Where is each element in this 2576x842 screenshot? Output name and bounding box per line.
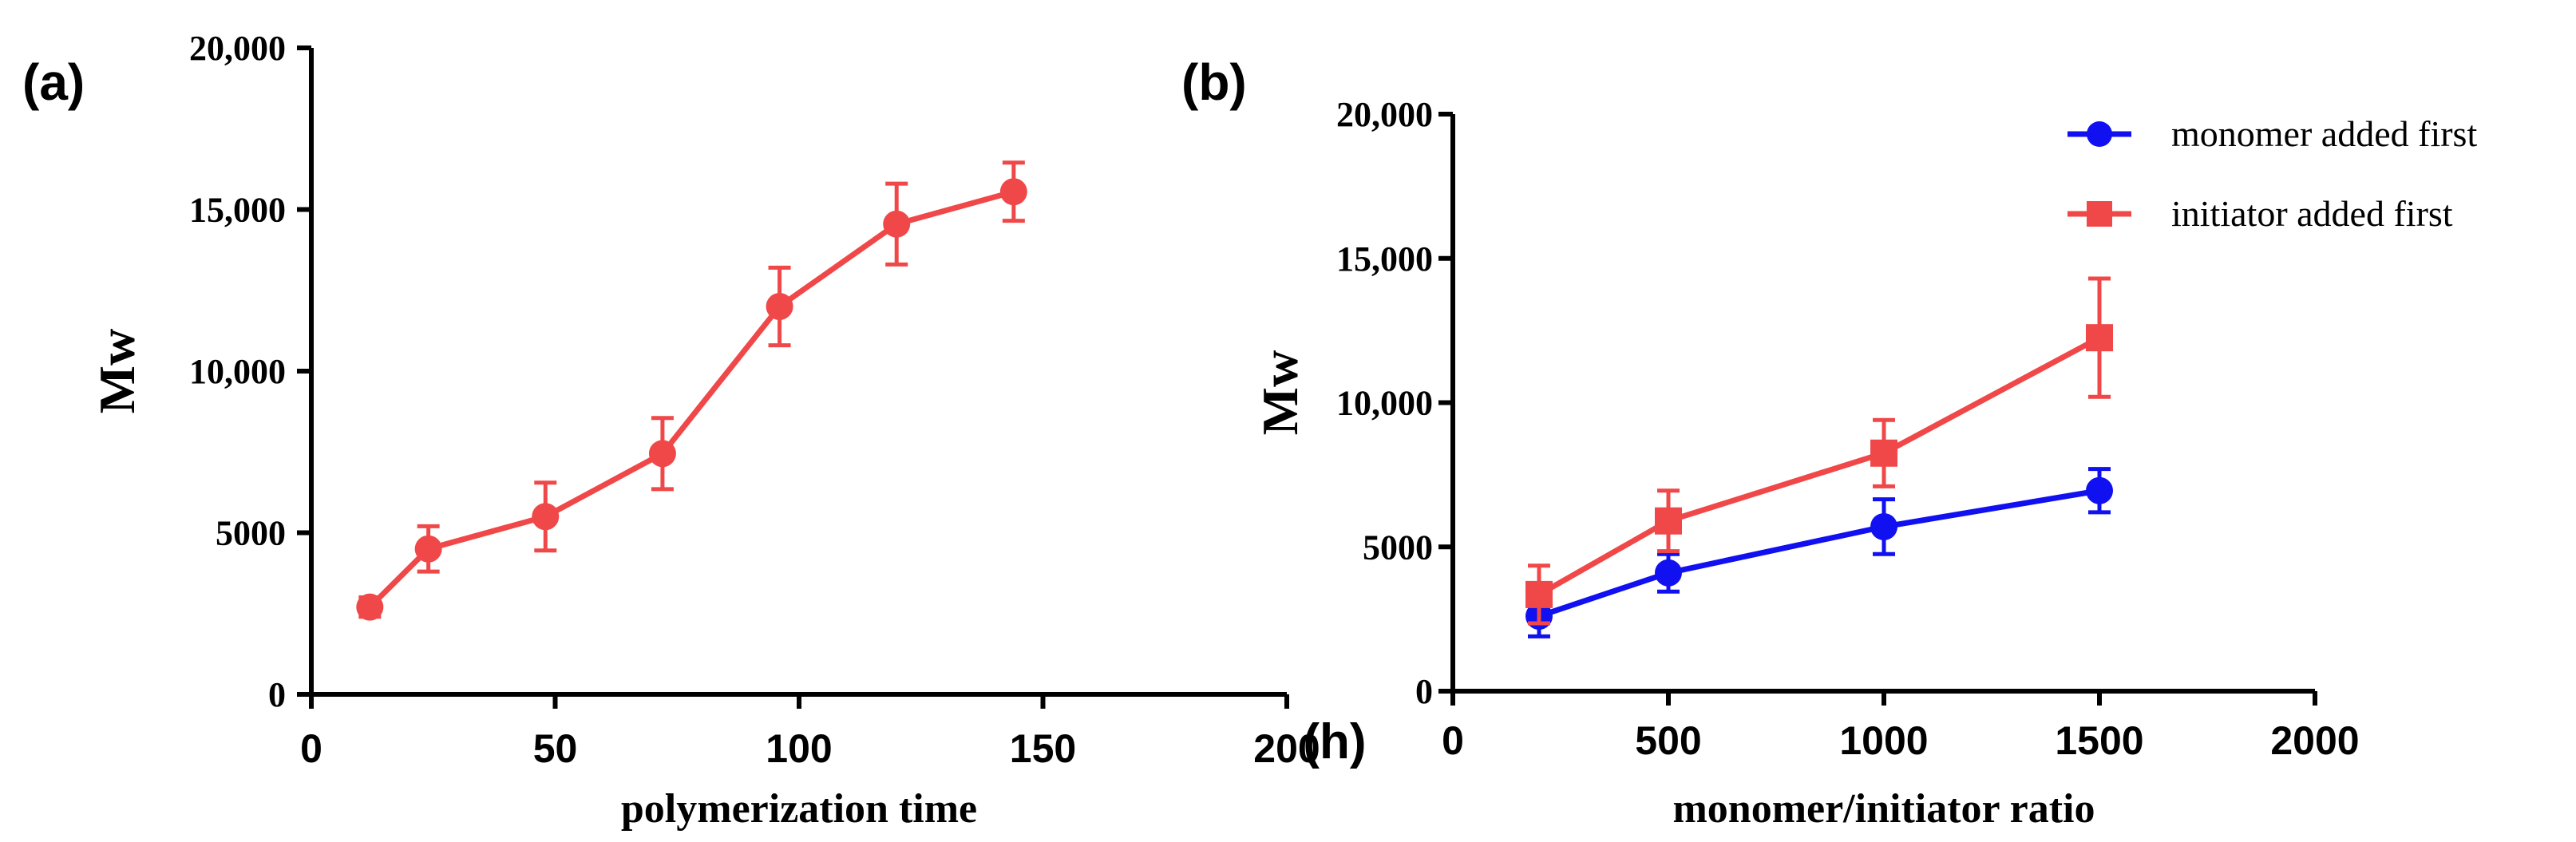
data-point xyxy=(1870,439,1897,467)
data-point xyxy=(1525,580,1553,608)
x-tick-label: 0 xyxy=(300,726,322,771)
data-point xyxy=(1655,559,1682,587)
panel-label: (a) xyxy=(22,53,85,111)
series-line xyxy=(367,188,1015,610)
series-line xyxy=(1537,335,2101,597)
y-tick-label: 10,000 xyxy=(189,352,286,391)
y-tick-label: 15,000 xyxy=(189,191,286,230)
y-tick-label: 15,000 xyxy=(1336,239,1433,279)
data-point xyxy=(532,503,560,531)
legend-label: initiator added first xyxy=(2171,193,2453,234)
data-point xyxy=(766,293,793,320)
x-axis-label: monomer/initiator ratio xyxy=(1672,786,2095,832)
data-point xyxy=(1655,507,1682,535)
data-point xyxy=(356,593,384,621)
x-tick-label: 0 xyxy=(1442,718,1464,763)
x-tick-label: 1000 xyxy=(1839,718,1928,763)
y-axis-label: Mw xyxy=(1252,350,1308,436)
y-tick-label: 5000 xyxy=(216,514,286,553)
series-line xyxy=(1537,488,2100,619)
x-tick-label: 1500 xyxy=(2055,718,2143,763)
data-point xyxy=(2086,476,2113,504)
data-point xyxy=(648,440,676,468)
y-tick-label: 20,000 xyxy=(1336,95,1433,134)
y-tick-label: 5000 xyxy=(1363,528,1433,567)
series-1 xyxy=(356,160,1027,621)
legend-marker xyxy=(2087,121,2112,147)
legend-label: monomer added first xyxy=(2171,113,2477,154)
x-tick-label: 100 xyxy=(766,726,832,771)
data-point xyxy=(1870,512,1897,540)
x-tick-label: 200 xyxy=(1253,726,1320,771)
y-tick-label: 20,000 xyxy=(189,29,286,68)
x-tick-label: 500 xyxy=(1635,718,1701,763)
x-axis-unit: (h) xyxy=(1303,714,1366,769)
y-axis-label: Mw xyxy=(89,329,145,414)
data-point xyxy=(414,535,442,563)
panel-label: (b) xyxy=(1181,53,1247,111)
x-tick-label: 50 xyxy=(533,726,578,771)
legend: monomer added first initiator added first xyxy=(2068,113,2477,234)
y-tick-label: 0 xyxy=(268,675,286,714)
panel-b: (b) 0 5000 10,000 15,000 20,000 0 500 1000 1500 20… xyxy=(1181,53,2477,832)
x-tick-label: 150 xyxy=(1010,726,1076,771)
data-point xyxy=(883,210,911,238)
x-tick-label: 2000 xyxy=(2270,718,2359,763)
legend-marker xyxy=(2087,201,2112,227)
data-point xyxy=(2086,324,2113,352)
x-axis-label: polymerization time xyxy=(621,786,977,832)
panel-a: (a) 0 5000 10,000 15,000 20,000 0 50 100 150 200 Mw… xyxy=(22,29,1367,832)
y-tick-label: 0 xyxy=(1415,672,1433,711)
data-point xyxy=(999,178,1027,206)
series-2 xyxy=(1525,276,2113,626)
y-tick-label: 10,000 xyxy=(1336,384,1433,423)
